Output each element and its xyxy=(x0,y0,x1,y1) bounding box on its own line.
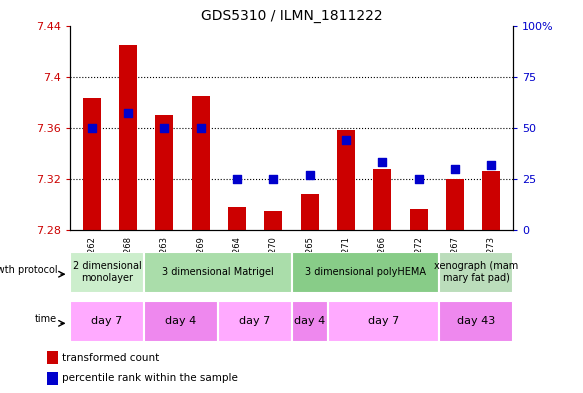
Text: growth protocol: growth protocol xyxy=(0,265,57,275)
Point xyxy=(341,137,350,143)
Text: day 4: day 4 xyxy=(294,316,325,326)
Bar xyxy=(217,301,292,342)
Bar xyxy=(119,45,137,230)
Point xyxy=(269,176,278,182)
Bar xyxy=(328,301,439,342)
Text: transformed count: transformed count xyxy=(62,353,160,363)
Bar xyxy=(439,252,513,293)
Bar xyxy=(228,207,246,230)
Point xyxy=(233,176,242,182)
Point xyxy=(414,176,423,182)
Bar xyxy=(337,130,355,230)
Bar xyxy=(47,351,58,364)
Point xyxy=(160,125,169,131)
Point xyxy=(487,162,496,168)
Text: day 7: day 7 xyxy=(239,316,270,326)
Bar xyxy=(47,372,58,385)
Text: day 7: day 7 xyxy=(368,316,399,326)
Bar xyxy=(439,301,513,342)
Point xyxy=(305,172,314,178)
Point xyxy=(124,110,133,117)
Bar xyxy=(192,96,210,230)
Text: day 7: day 7 xyxy=(92,316,122,326)
Bar xyxy=(70,252,144,293)
Bar xyxy=(144,252,292,293)
Text: xenograph (mam
mary fat pad): xenograph (mam mary fat pad) xyxy=(434,261,518,283)
Bar xyxy=(409,209,428,230)
Text: percentile rank within the sample: percentile rank within the sample xyxy=(62,373,238,383)
Text: time: time xyxy=(35,314,57,324)
Point xyxy=(450,165,459,172)
Bar xyxy=(155,115,174,230)
Title: GDS5310 / ILMN_1811222: GDS5310 / ILMN_1811222 xyxy=(201,9,382,23)
Point xyxy=(87,125,96,131)
Text: 3 dimensional polyHEMA: 3 dimensional polyHEMA xyxy=(305,267,426,277)
Bar xyxy=(373,169,391,230)
Text: 3 dimensional Matrigel: 3 dimensional Matrigel xyxy=(161,267,273,277)
Bar xyxy=(264,211,282,230)
Bar xyxy=(292,301,328,342)
Point xyxy=(378,159,387,165)
Bar xyxy=(482,171,500,230)
Bar xyxy=(144,301,217,342)
Bar xyxy=(70,301,144,342)
Text: day 4: day 4 xyxy=(165,316,196,326)
Bar xyxy=(446,179,464,230)
Bar xyxy=(301,194,319,230)
Text: 2 dimensional
monolayer: 2 dimensional monolayer xyxy=(72,261,141,283)
Point xyxy=(196,125,205,131)
Bar xyxy=(83,98,101,230)
Bar xyxy=(292,252,439,293)
Text: day 43: day 43 xyxy=(457,316,495,326)
